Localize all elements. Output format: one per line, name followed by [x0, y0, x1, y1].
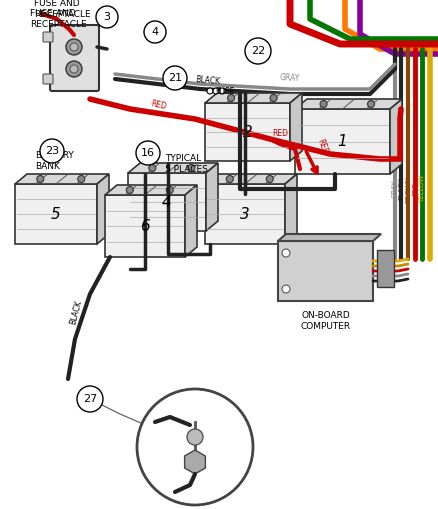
- Circle shape: [227, 95, 234, 101]
- Circle shape: [367, 100, 374, 107]
- Circle shape: [66, 61, 82, 77]
- Text: 22: 22: [250, 46, 265, 56]
- Text: RED: RED: [150, 99, 167, 111]
- Polygon shape: [284, 174, 297, 244]
- Circle shape: [187, 164, 194, 172]
- Text: BROWN: BROWN: [404, 176, 410, 203]
- Text: YELLOW: YELLOW: [418, 175, 424, 203]
- Circle shape: [266, 176, 273, 183]
- Text: 4: 4: [162, 194, 172, 210]
- Polygon shape: [277, 234, 380, 241]
- Text: 3: 3: [103, 12, 110, 22]
- Circle shape: [37, 176, 44, 183]
- Circle shape: [96, 6, 118, 28]
- Text: 6: 6: [140, 218, 149, 234]
- Circle shape: [137, 389, 252, 505]
- Polygon shape: [128, 163, 218, 173]
- Text: 5: 5: [51, 207, 61, 221]
- Text: BLACK: BLACK: [68, 300, 83, 326]
- Text: RED: RED: [411, 182, 417, 196]
- Text: 1: 1: [337, 134, 346, 149]
- FancyBboxPatch shape: [376, 250, 393, 287]
- Polygon shape: [184, 185, 197, 257]
- Circle shape: [187, 429, 202, 445]
- Text: BLACK: BLACK: [397, 178, 403, 201]
- Text: FUSE AND
RECEPTACLE: FUSE AND RECEPTACLE: [30, 9, 86, 29]
- Polygon shape: [205, 184, 284, 244]
- Text: RED: RED: [272, 129, 287, 138]
- Text: 4: 4: [151, 27, 158, 37]
- Circle shape: [281, 249, 290, 257]
- Text: GRAY: GRAY: [279, 73, 300, 83]
- Polygon shape: [389, 99, 401, 174]
- Polygon shape: [290, 93, 301, 161]
- Text: BLACK: BLACK: [194, 75, 220, 86]
- FancyBboxPatch shape: [43, 32, 53, 42]
- Polygon shape: [277, 241, 372, 301]
- Text: GRAY: GRAY: [391, 180, 397, 198]
- Polygon shape: [15, 174, 109, 184]
- Polygon shape: [205, 174, 297, 184]
- Circle shape: [226, 176, 233, 183]
- Circle shape: [148, 164, 155, 172]
- Text: ON-BOARD
COMPUTER: ON-BOARD COMPUTER: [300, 311, 350, 331]
- Polygon shape: [105, 185, 197, 195]
- Polygon shape: [105, 195, 184, 257]
- Circle shape: [219, 88, 225, 94]
- Circle shape: [269, 95, 276, 101]
- Polygon shape: [205, 163, 218, 231]
- Polygon shape: [128, 173, 205, 231]
- Text: 21: 21: [168, 73, 182, 83]
- Circle shape: [40, 139, 64, 163]
- Circle shape: [70, 65, 78, 73]
- Text: RED: RED: [314, 138, 328, 156]
- FancyBboxPatch shape: [43, 74, 53, 84]
- Text: 3: 3: [240, 207, 249, 221]
- Circle shape: [70, 43, 78, 51]
- FancyBboxPatch shape: [50, 25, 99, 91]
- Polygon shape: [294, 99, 401, 109]
- Circle shape: [244, 38, 270, 64]
- Circle shape: [66, 39, 82, 55]
- Text: BATTERY
BANK: BATTERY BANK: [35, 151, 74, 171]
- Text: FUSE AND
RECEPTACLE: FUSE AND RECEPTACLE: [34, 0, 90, 19]
- Circle shape: [162, 66, 187, 90]
- Circle shape: [212, 88, 219, 94]
- Text: 23: 23: [45, 146, 59, 156]
- Text: 2: 2: [242, 125, 252, 139]
- Circle shape: [126, 186, 133, 193]
- Text: 16: 16: [141, 148, 155, 158]
- Circle shape: [77, 386, 103, 412]
- Text: TYPICAL
5 PLACES: TYPICAL 5 PLACES: [165, 154, 208, 174]
- Circle shape: [144, 21, 166, 43]
- Circle shape: [78, 176, 85, 183]
- Circle shape: [166, 186, 173, 193]
- Text: FUSE: FUSE: [215, 87, 234, 96]
- Polygon shape: [205, 93, 301, 103]
- Polygon shape: [97, 174, 109, 244]
- Polygon shape: [15, 184, 97, 244]
- Polygon shape: [294, 109, 389, 174]
- Circle shape: [136, 141, 159, 165]
- Text: 27: 27: [83, 394, 97, 404]
- Polygon shape: [205, 103, 290, 161]
- Circle shape: [319, 100, 326, 107]
- Circle shape: [207, 88, 212, 94]
- Circle shape: [281, 285, 290, 293]
